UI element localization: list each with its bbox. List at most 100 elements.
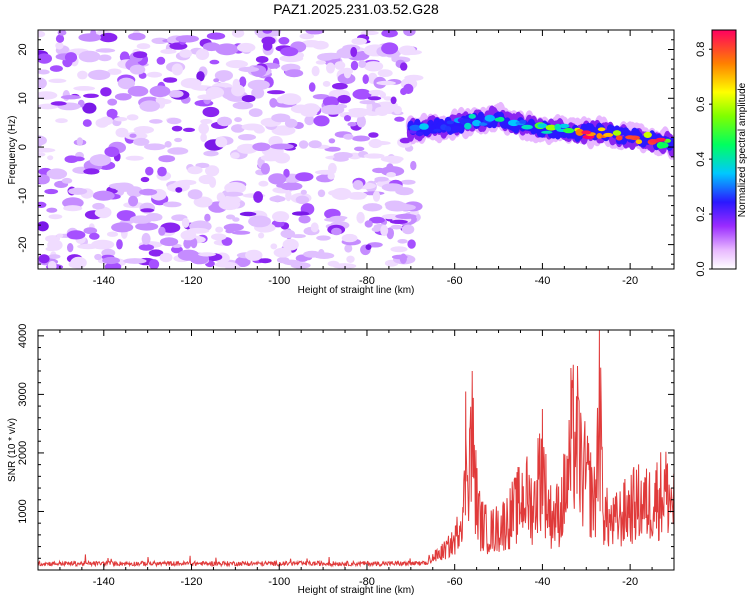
noise-blob	[404, 74, 424, 81]
noise-blob	[175, 187, 183, 193]
noise-blob	[196, 71, 205, 82]
noise-blob	[164, 141, 172, 148]
noise-blob	[149, 119, 163, 124]
noise-blob	[38, 77, 47, 90]
noise-blob	[205, 165, 220, 177]
noise-blob	[267, 90, 285, 95]
noise-blob	[55, 42, 64, 50]
noise-blob	[231, 230, 251, 235]
noise-blob	[223, 191, 244, 197]
noise-blob	[181, 217, 190, 228]
signal-cell	[597, 127, 606, 132]
noise-blob	[149, 85, 171, 98]
noise-blob	[168, 90, 184, 98]
noise-blob	[400, 87, 408, 96]
noise-blob	[341, 233, 358, 243]
noise-blob	[38, 147, 56, 153]
noise-blob	[383, 96, 393, 101]
noise-blob	[365, 244, 372, 251]
noise-blob	[392, 204, 416, 211]
noise-blob	[317, 53, 334, 61]
noise-blob	[38, 221, 49, 232]
noise-blob	[377, 69, 393, 77]
noise-blob	[76, 137, 84, 146]
noise-blob	[395, 213, 417, 219]
noise-blob	[270, 30, 282, 37]
noise-blob	[381, 30, 398, 38]
noise-blob	[126, 186, 143, 198]
noise-blob	[308, 82, 316, 92]
noise-blob	[245, 249, 263, 261]
noise-blob	[215, 226, 224, 233]
x-tick-label: -40	[534, 576, 550, 588]
noise-blob	[352, 135, 370, 142]
signal-peak	[581, 130, 592, 135]
spectrogram-x-axis-label: Height of straight line (km)	[298, 285, 415, 296]
signal-cell	[559, 123, 570, 129]
noise-blob	[203, 150, 219, 157]
spectrogram-y-axis-label: Frequency (Hz)	[7, 116, 18, 185]
noise-blob	[129, 64, 146, 75]
noise-blob	[262, 30, 273, 34]
noise-blob	[333, 152, 353, 159]
y-tick-label: 20	[17, 43, 29, 55]
noise-blob	[144, 143, 166, 151]
noise-blob	[362, 203, 383, 212]
noise-blob	[114, 117, 128, 122]
noise-blob	[258, 232, 265, 239]
x-tick-label: -60	[447, 275, 463, 287]
noise-blob	[235, 256, 251, 268]
noise-blob	[204, 213, 211, 222]
noise-blob	[60, 95, 81, 100]
snr-x-axis-label: Height of straight line (km)	[298, 585, 415, 596]
noise-blob	[55, 34, 65, 43]
noise-blob	[138, 244, 155, 251]
noise-blob	[315, 169, 336, 175]
noise-blob	[48, 78, 67, 84]
noise-blob	[102, 256, 120, 265]
noise-blob	[114, 93, 132, 101]
y-tick-label: -10	[17, 188, 29, 204]
noise-blob	[230, 152, 240, 159]
noise-blob	[107, 98, 118, 106]
noise-blob	[322, 80, 331, 87]
noise-blob	[157, 166, 167, 177]
noise-blob	[282, 238, 299, 251]
noise-blob	[253, 191, 263, 203]
colorbar-tick-label: 0.6	[695, 97, 707, 112]
noise-blob	[390, 246, 408, 253]
noise-blob	[362, 74, 369, 85]
noise-blob	[38, 69, 50, 75]
noise-blob	[300, 189, 307, 195]
noise-blob	[337, 94, 351, 104]
noise-blob	[343, 133, 354, 140]
noise-blob	[106, 108, 118, 119]
noise-blob	[48, 214, 63, 220]
noise-blob	[187, 189, 203, 200]
noise-blob	[298, 140, 309, 149]
noise-blob	[179, 49, 192, 58]
noise-blob	[347, 191, 368, 199]
noise-blob	[350, 46, 358, 58]
noise-blob	[89, 232, 100, 240]
noise-blob	[94, 253, 102, 261]
noise-blob	[350, 60, 359, 71]
noise-blob	[94, 209, 108, 217]
x-tick-label: -120	[181, 576, 203, 588]
noise-blob	[38, 201, 47, 208]
noise-blob	[231, 124, 245, 133]
noise-blob	[99, 32, 118, 43]
noise-blob	[111, 222, 134, 233]
noise-blob	[158, 155, 176, 163]
signal-cell	[415, 131, 424, 136]
x-tick-label: -80	[359, 275, 375, 287]
noise-blob	[285, 189, 292, 202]
noise-blob	[71, 156, 85, 162]
y-tick-label: 10	[17, 92, 29, 104]
colorbar-gradient	[711, 29, 737, 270]
noise-blob	[133, 125, 154, 134]
noise-blob	[78, 33, 102, 42]
noise-blob	[300, 108, 318, 117]
x-tick-label: -60	[447, 576, 463, 588]
noise-blob	[139, 188, 158, 196]
